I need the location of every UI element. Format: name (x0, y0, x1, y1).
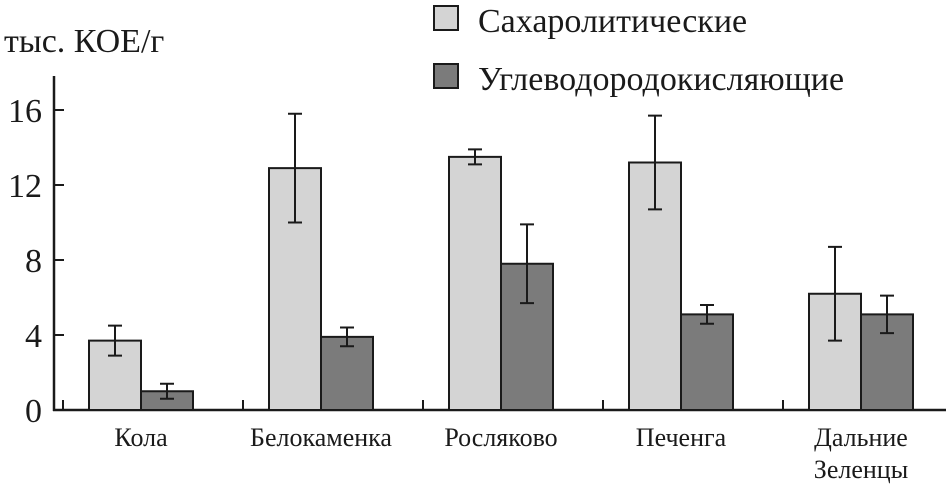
legend-swatch (433, 5, 459, 31)
legend-swatch (433, 63, 459, 89)
y-tick-label: 4 (25, 318, 42, 355)
category-label: Росляково (444, 423, 557, 452)
bar (448, 155, 502, 411)
legend-label: Углеводородокисляющие (478, 61, 844, 98)
y-tick-label: 12 (8, 168, 42, 205)
category-label: Зеленцы (814, 455, 908, 484)
y-ticks: 0 4 8 12 16 (8, 93, 64, 430)
category-label: Печенга (636, 423, 727, 452)
category-label: Кола (114, 423, 168, 452)
legend: Сахаролитические Углеводородокисляющие (433, 3, 844, 98)
y-axis-label: тыс. КОЕ/г (4, 23, 164, 60)
y-tick-label: 8 (25, 243, 42, 280)
category-label: Дальние (814, 423, 908, 452)
legend-label: Сахаролитические (478, 3, 747, 40)
y-tick-label: 0 (25, 393, 42, 430)
category-label: Белокаменка (250, 423, 392, 452)
bars (88, 155, 914, 411)
category-labels: Кола Белокаменка Росляково Печенга Дальние Зе… (114, 423, 908, 484)
y-tick-label: 16 (8, 93, 42, 130)
error-bars (108, 112, 894, 400)
bar (320, 335, 374, 411)
bar (680, 313, 734, 411)
